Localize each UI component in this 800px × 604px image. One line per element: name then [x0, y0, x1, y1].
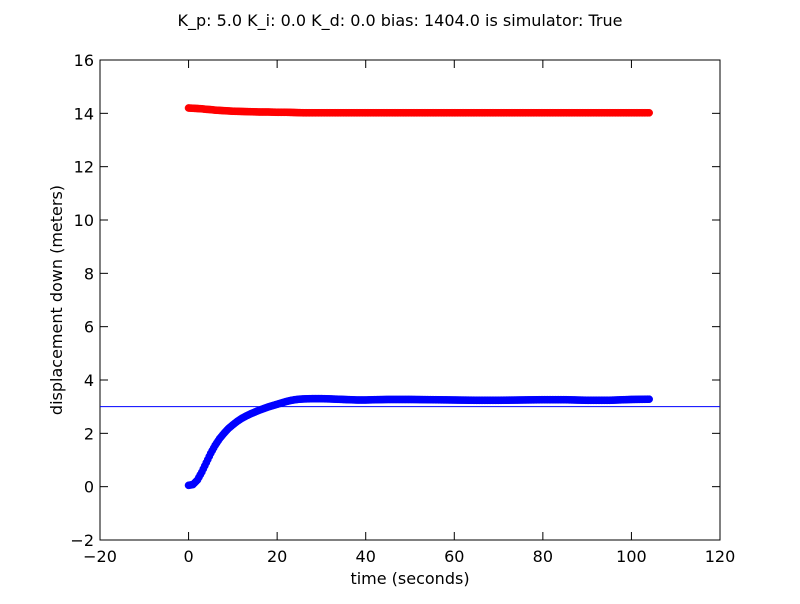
y-tick-label: 12	[74, 158, 94, 177]
x-tick-label: 40	[356, 547, 376, 566]
x-axis-label: time (seconds)	[350, 569, 469, 588]
x-tick-label: 60	[444, 547, 464, 566]
y-tick-label: 0	[84, 478, 94, 497]
y-axis-label: displacement down (meters)	[47, 185, 66, 415]
x-tick-label: −20	[83, 547, 117, 566]
y-tick-label: 8	[84, 264, 94, 283]
y-tick-label: −2	[70, 531, 94, 550]
plot-area	[99, 59, 721, 541]
y-tick-label: 14	[74, 104, 94, 123]
y-tick-label: 6	[84, 318, 94, 337]
y-tick-label: 2	[84, 424, 94, 443]
series-layer	[100, 104, 720, 490]
y-tick-label: 10	[74, 211, 94, 230]
scatter-point	[645, 108, 653, 117]
x-tick-label: 80	[533, 547, 553, 566]
scatter-series-1	[184, 394, 653, 490]
scatter-point	[645, 395, 653, 404]
x-tick-label: 120	[705, 547, 736, 566]
chart-title: K_p: 5.0 K_i: 0.0 K_d: 0.0 bias: 1404.0 …	[178, 11, 623, 31]
axes-frame	[99, 59, 721, 541]
y-tick-label: 16	[74, 51, 94, 70]
x-tick-label: 100	[616, 547, 647, 566]
x-tick-label: 0	[183, 547, 193, 566]
y-tick-label: 4	[84, 371, 94, 390]
scatter-series-0	[184, 104, 653, 117]
x-tick-label: 20	[267, 547, 287, 566]
